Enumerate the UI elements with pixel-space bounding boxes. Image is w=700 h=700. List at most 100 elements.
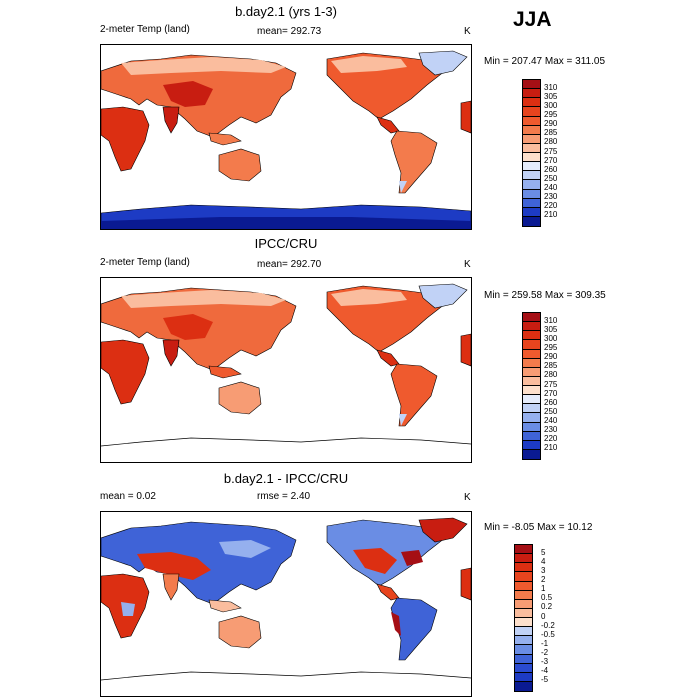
panel-1-legend-swatch: [523, 198, 540, 208]
landmass-greenland: [418, 50, 468, 76]
landmass-central-america: [376, 349, 400, 367]
landmass-greenland: [418, 283, 468, 309]
landmass-india: [162, 573, 180, 601]
north-america-hot-east: [401, 550, 423, 566]
panel-1-legend-tick: 290: [544, 119, 558, 128]
panel-2-mean-label: mean= 292.70: [257, 259, 322, 270]
landmass-eurasia-wrap: [460, 567, 471, 601]
landmass-africa: [101, 339, 150, 405]
panel-1-mean-label: mean= 292.73: [257, 26, 322, 37]
north-america-warm-patch: [353, 548, 397, 574]
landmass-central-america: [376, 583, 400, 601]
panel-1-legend-swatch: [523, 207, 540, 217]
landmass-india: [162, 339, 180, 367]
panel-1-legend-tick: 300: [544, 101, 558, 110]
panel-1-legend-tick: 275: [544, 147, 558, 156]
panel-3-legend-swatch: [515, 599, 532, 609]
panel-3-legend-tick: -0.2: [541, 621, 555, 630]
landmass-south-america: [390, 130, 438, 194]
panel-2-legend-swatch: [523, 349, 540, 359]
panel-2-legend-tick: 270: [544, 389, 558, 398]
panel-2-legend-tick: 295: [544, 343, 558, 352]
antarctica-outline: [101, 437, 471, 447]
panel-1-title: b.day2.1 (yrs 1-3): [235, 4, 337, 19]
panel-2-legend-swatch: [523, 322, 540, 332]
antarctica-coldest: [101, 217, 471, 229]
panel-3-legend-bar: [514, 544, 533, 692]
panel-3-minmax: Min = -8.05 Max = 10.12: [484, 522, 593, 533]
panel-3-legend-tick: -5: [541, 675, 549, 684]
panel-2-legend-swatch: [523, 340, 540, 350]
landmass-australia: [218, 615, 262, 649]
panel-1-map: [100, 44, 472, 230]
landmass-south-america: [390, 363, 438, 427]
panel-2-legend-tick: 260: [544, 398, 558, 407]
panel-1-map-svg: [101, 50, 471, 229]
panel-1-legend-tick: 295: [544, 110, 558, 119]
panel-1-legend-tick: 240: [544, 183, 558, 192]
panel-2-legend-swatch: [523, 449, 540, 459]
panel-3-legend-swatch: [515, 672, 532, 682]
season-label: JJA: [513, 8, 552, 31]
panel-2-legend-tick: 305: [544, 325, 558, 334]
panel-3-mean-label: mean = 0.02: [100, 491, 156, 502]
panel-1-legend-tick: 250: [544, 174, 558, 183]
panel-2-legend-tick: 285: [544, 361, 558, 370]
panel-2-legend-ticks: 310 305 300 295 290 285 280 275 270 260 …: [544, 312, 584, 458]
landmass-maritime-se-asia: [208, 132, 242, 146]
panel-1-legend-swatch: [523, 171, 540, 181]
northern-band: [121, 290, 286, 308]
antarctica-outline: [101, 671, 471, 681]
landmass-africa: [101, 106, 150, 172]
panel-1-legend-ticks: 310 305 300 295 290 285 280 275 270 260 …: [544, 79, 584, 225]
panel-2-legend-swatch: [523, 313, 540, 323]
panel-1-legend-tick: 230: [544, 192, 558, 201]
hot-interior: [163, 314, 213, 340]
panel-2-legend-tick: 230: [544, 425, 558, 434]
panel-3-map-svg: [101, 517, 471, 681]
panel-3-legend-swatch: [515, 663, 532, 673]
panel-2-legend-tick: 300: [544, 334, 558, 343]
panel-1-units: K: [464, 26, 471, 37]
panel-3-legend-tick: 1: [541, 584, 546, 593]
panel-3-map: [100, 511, 472, 697]
panel-2-legend-swatch: [523, 376, 540, 386]
panel-3-legend-swatch: [515, 608, 532, 618]
panel-3-legend-tick: 0: [541, 612, 546, 621]
panel-2-map-svg: [101, 283, 471, 447]
panel-1-legend-swatch: [523, 116, 540, 126]
panel-2-legend-tick: 220: [544, 434, 558, 443]
panel-3-legend-swatch: [515, 654, 532, 664]
panel-2-legend-tick: 250: [544, 407, 558, 416]
panel-3-legend-tick: 0.2: [541, 602, 553, 611]
panel-1-legend-tick: 210: [544, 210, 558, 219]
panel-2-legend-swatch: [523, 413, 540, 423]
south-america-cool-tip: [399, 414, 407, 426]
eurasia-warm-patch: [137, 552, 211, 580]
panel-1-legend-swatch: [523, 80, 540, 90]
panel-2-legend-swatch: [523, 431, 540, 441]
panel-1-legend-tick: 305: [544, 92, 558, 101]
panel-3-legend-swatch: [515, 681, 532, 691]
landmass-maritime-se-asia: [208, 365, 242, 379]
panel-3-legend-tick: 3: [541, 566, 546, 575]
panel-3-legend-swatch: [515, 572, 532, 582]
north-america-cool-band: [331, 289, 407, 306]
panel-3-legend-swatch: [515, 645, 532, 655]
panel-3-legend-tick: 4: [541, 557, 546, 566]
panel-3-legend-swatch: [515, 636, 532, 646]
panel-2-units: K: [464, 259, 471, 270]
panel-3-rmse-label: rmse = 2.40: [257, 491, 311, 502]
panel-1-legend-swatch: [523, 107, 540, 117]
panel-1-legend-tick: 270: [544, 156, 558, 165]
panel-1-legend-swatch: [523, 89, 540, 99]
landmass-india: [162, 106, 180, 134]
panel-2-map: [100, 277, 472, 463]
panel-2-legend-swatch: [523, 395, 540, 405]
panel-1-legend-swatch: [523, 125, 540, 135]
panel-3-legend-swatch: [515, 563, 532, 573]
panel-2-legend-bar: [522, 312, 541, 460]
panel-1-legend-tick: 280: [544, 137, 558, 146]
panel-2-legend-swatch: [523, 358, 540, 368]
africa-cool-patch: [121, 602, 135, 616]
